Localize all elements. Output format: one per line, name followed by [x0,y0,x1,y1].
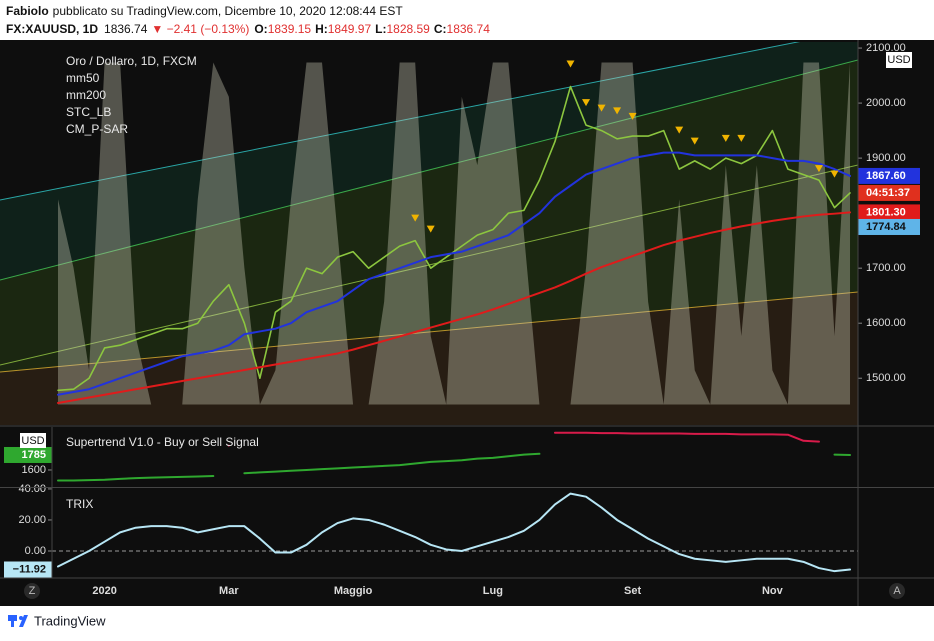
price-badge [858,167,920,184]
y-tick-label: 40.00 [18,483,46,495]
panel-title: Supertrend V1.0 - Buy or Sell Signal [66,435,259,449]
x-tick-label: Maggio [334,585,373,597]
price-badge [4,446,52,463]
header-line1: Fabiolo pubblicato su TradingView.com, Di… [6,4,403,18]
countdown-label: 04:51:37 [866,187,910,199]
line [57,492,852,573]
channel [0,42,858,425]
sar-marker [721,134,730,142]
x-tick-label: Mar [219,585,239,597]
logo-mark [19,616,23,620]
x-tick-label: Lug [483,585,503,597]
y-tick-label: 2100.00 [866,42,906,54]
symbol: FX:XAUUSD, 1D [6,22,98,36]
channel-line [0,59,858,281]
sar-marker [411,214,420,222]
axis-unit: USD [21,435,44,447]
level-label: 1774.84 [866,221,907,233]
change: ▼ −2.41 (−0.13%) [151,22,249,36]
sar-marker [628,112,637,120]
panel-title: TRIX [66,497,93,511]
y-tick-label: 1500.00 [866,372,906,384]
legend-entry: CM_P-SAR [66,122,128,136]
sar-marker [830,170,839,178]
countdown-badge [858,184,920,201]
ohlc-key: H: [315,22,328,36]
price-badge-label: 1867.60 [866,170,906,182]
channel-line [0,291,858,373]
axes: 1500.001600.001700.001800.001900.002000.… [4,42,920,597]
price-panel [57,60,852,405]
line [57,151,852,396]
lower-zone [0,292,858,425]
logo [8,615,28,627]
legend-entry: mm200 [66,88,106,102]
sar-marker [426,225,435,233]
x-tick-label: Nov [762,585,784,597]
ohlc-value: 1839.15 [268,22,312,36]
ohlc-value: 1836.74 [447,22,491,36]
axis-unit-box [886,52,912,68]
sar-marker [597,104,606,112]
last-price: 1836.74 [104,22,148,36]
price-badge-label: 1785 [22,449,46,461]
y-tick-label: 1900.00 [866,152,906,164]
supertrend-panel [57,431,852,482]
ohlc-value: 1849.97 [328,22,372,36]
x-tick-label: 2020 [92,585,116,597]
sar-marker [737,134,746,142]
line [57,452,852,482]
level-badge [858,218,920,235]
y-tick-label: 1600.00 [866,317,906,329]
sar-marker [814,165,823,173]
upper-zone [0,42,858,280]
y-tick-label: 0.00 [25,545,46,557]
axis-unit: USD [887,54,910,66]
sar-marker [566,60,575,68]
x-tick-label: Set [624,585,641,597]
price-badge [4,561,52,578]
ohlc-value: 1828.59 [386,22,430,36]
ohlc-key: L: [375,22,386,36]
price-badge-label: 1801.30 [866,206,906,218]
area [58,62,851,405]
sar-marker [582,99,591,107]
y-tick-label: 2000.00 [866,97,906,109]
line [57,85,851,392]
price-badge [858,204,920,221]
legend-entry: STC_LB [66,105,111,119]
sar-marker [613,107,622,115]
button[interactable] [24,583,40,599]
channel-line [0,42,801,201]
line [227,431,820,447]
price-badge-label: −11.92 [13,563,46,575]
footer-brand: TradingView [34,613,106,628]
byline: pubblicato su TradingView.com, Dicembre … [53,4,404,18]
button-label[interactable]: A [893,585,901,597]
ohlc-key: C: [434,22,447,36]
y-tick-label: 1700.00 [866,262,906,274]
sar-marker [690,137,699,145]
logo-mark [11,615,14,627]
legend-entry: mm50 [66,71,100,85]
logo-mark [19,615,28,627]
chart-title: Oro / Dollaro, 1D, FXCM [66,54,197,68]
line [57,211,852,404]
header-line2: FX:XAUUSD, 1D 1836.74 ▼ −2.41 (−0.13%) O:18… [6,22,490,36]
trix-panel [52,492,858,573]
button[interactable] [889,583,905,599]
sar-marker [675,126,684,134]
middle-zone [0,60,858,372]
author: Fabiolo [6,4,49,18]
y-tick-label: 20.00 [18,514,46,526]
button-label[interactable]: Z [29,585,36,597]
axis-unit-box [20,433,46,448]
y-tick-label: 1600 [22,464,46,476]
ohlc-key: O: [254,22,267,36]
